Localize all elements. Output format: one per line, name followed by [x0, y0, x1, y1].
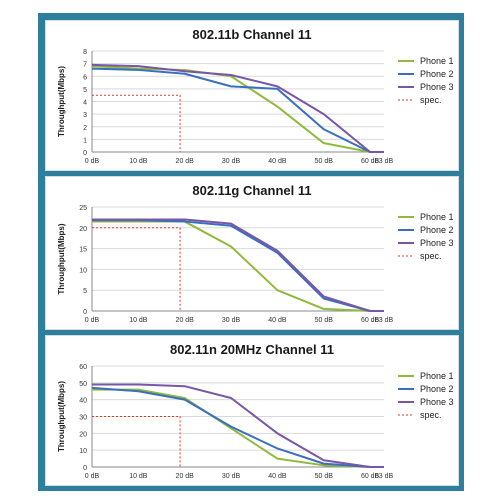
legend-label: Phone 1 — [420, 56, 454, 66]
y-tick-label: 10 — [79, 267, 87, 274]
chart-80211g: 0 5 10 15 20 25 0 dB 10 dB 20 dB 30 dB 40 dB 50 dB 6… — [57, 205, 454, 324]
series-line-phone-1 — [91, 65, 384, 153]
x-tick-label: 10 dB — [129, 158, 148, 165]
x-tick-label: 50 dB — [315, 158, 334, 165]
spec-line — [92, 227, 181, 311]
legend-label: Phone 1 — [420, 212, 454, 222]
y-tick-label: 10 — [79, 448, 87, 455]
y-tick-label: 5 — [83, 87, 87, 94]
y-tick-label: 0 — [83, 465, 87, 472]
x-tick-label: 20 dB — [176, 317, 195, 324]
legend-label: Phone 3 — [420, 238, 454, 248]
x-tick-label: 40 dB — [268, 317, 287, 324]
series-line-phone-2 — [92, 219, 384, 312]
legend-label: Phone 2 — [420, 69, 454, 79]
y-axis-title: Throughput(Mbps) — [57, 381, 66, 452]
chart-panel-80211g: 802.11g Channel 11 0 5 10 15 20 25 0 dB 10 dB 20… — [45, 176, 459, 330]
series-line-phone-3 — [92, 218, 384, 312]
chart-80211b: 0 1 2 3 4 5 6 7 8 0 dB 10 dB 20 dB 30 dB 40 dB 50 dB 60… — [57, 49, 454, 165]
spec-line — [92, 94, 181, 152]
chart-panel-80211n: 802.11n 20MHz Channel 11 0 10 20 30 40 50 60 0 … — [45, 335, 459, 486]
series-line-phone-1 — [92, 220, 384, 312]
x-tick-label: 60 dB — [361, 473, 380, 480]
chart-80211n: 0 10 20 30 40 50 60 0 dB 10 dB 20 dB 30 dB 40 dB 50 … — [57, 364, 454, 480]
x-tick-label: 30 dB — [222, 473, 241, 480]
x-tick-label: 0 dB — [85, 473, 100, 480]
legend-label: Phone 1 — [420, 371, 454, 381]
y-tick-label: 2 — [83, 125, 87, 132]
x-tick-label: 63 dB — [375, 158, 394, 165]
x-tick-label: 40 dB — [268, 473, 287, 480]
chart-title: 802.11b Channel 11 — [192, 27, 312, 42]
x-tick-label: 50 dB — [315, 317, 334, 324]
x-tick-label: 40 dB — [268, 158, 287, 165]
legend-label: spec. — [420, 251, 442, 261]
x-tick-label: 10 dB — [129, 317, 148, 324]
x-tick-label: 30 dB — [222, 317, 241, 324]
legend-label: spec. — [420, 95, 442, 105]
series-line-phone-3 — [91, 63, 384, 153]
y-tick-label: 50 — [79, 381, 87, 388]
legend-label: Phone 3 — [420, 82, 454, 92]
x-tick-label: 30 dB — [222, 158, 241, 165]
y-tick-label: 25 — [79, 205, 87, 212]
x-tick-label: 60 dB — [361, 317, 380, 324]
y-tick-label: 0 — [83, 309, 87, 316]
figure-frame: 802.11b Channel 11 0 1 2 3 4 5 6 7 8 0 dB 10 dB 20 … — [38, 13, 464, 491]
y-tick-label: 20 — [79, 226, 87, 233]
y-tick-label: 3 — [83, 112, 87, 119]
y-axis-title: Throughput(Mbps) — [57, 66, 66, 137]
y-tick-label: 40 — [79, 398, 87, 405]
y-tick-label: 15 — [79, 247, 87, 254]
x-tick-label: 63 dB — [375, 317, 394, 324]
legend-label: spec. — [420, 410, 442, 420]
x-tick-label: 50 dB — [315, 473, 334, 480]
chart-title: 802.11g Channel 11 — [192, 183, 312, 198]
y-tick-label: 5 — [83, 288, 87, 295]
legend-label: Phone 3 — [420, 397, 454, 407]
y-tick-label: 30 — [79, 415, 87, 422]
x-tick-label: 60 dB — [361, 158, 380, 165]
y-axis-title: Throughput(Mbps) — [57, 223, 66, 294]
series-line-phone-1 — [92, 388, 384, 468]
x-tick-label: 0 dB — [85, 158, 100, 165]
y-tick-label: 4 — [83, 100, 87, 107]
y-tick-label: 6 — [83, 74, 87, 81]
y-tick-label: 60 — [79, 364, 87, 371]
legend-label: Phone 2 — [420, 384, 454, 394]
series-line-phone-3 — [92, 383, 384, 468]
y-tick-label: 8 — [83, 49, 87, 56]
x-tick-label: 0 dB — [85, 317, 100, 324]
x-tick-label: 10 dB — [129, 473, 148, 480]
y-tick-label: 1 — [83, 137, 87, 144]
x-tick-label: 63 dB — [375, 473, 394, 480]
y-tick-label: 7 — [83, 62, 87, 69]
series-line-phone-2 — [91, 67, 384, 153]
x-tick-label: 20 dB — [176, 158, 195, 165]
chart-title: 802.11n 20MHz Channel 11 — [169, 342, 335, 357]
spec-line — [92, 416, 181, 467]
legend-label: Phone 2 — [420, 225, 454, 235]
y-tick-label: 0 — [83, 150, 87, 157]
x-tick-label: 20 dB — [176, 473, 195, 480]
chart-panel-80211b: 802.11b Channel 11 0 1 2 3 4 5 6 7 8 0 dB 10 dB 20 … — [45, 20, 459, 171]
y-tick-label: 20 — [79, 431, 87, 438]
